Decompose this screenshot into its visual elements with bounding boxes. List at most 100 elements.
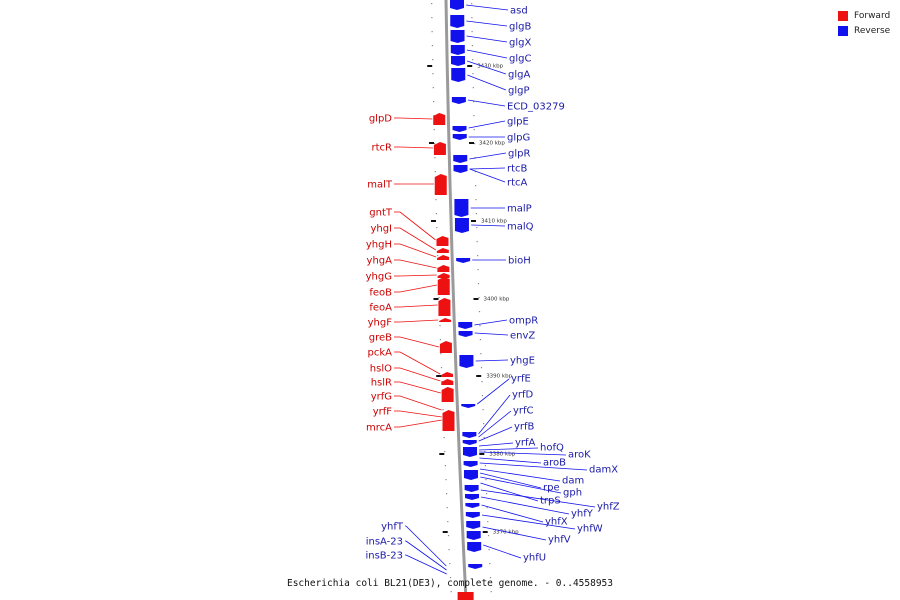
leader-line — [399, 419, 442, 428]
leader-line — [405, 554, 447, 575]
grid-dot — [432, 59, 434, 61]
gene-label-dam: dam — [562, 476, 584, 487]
legend-forward-label: Forward — [854, 10, 891, 21]
legend-reverse: Reverse — [838, 23, 890, 38]
gene-label-insa-23: insA-23 — [366, 537, 403, 548]
grid-dot — [443, 437, 445, 439]
gene-features — [433, 0, 483, 600]
gene-label-glgb: glgB — [509, 22, 531, 33]
grid-dot — [431, 31, 433, 33]
grid-dot — [450, 591, 452, 593]
grid-dot — [446, 507, 448, 509]
reverse-gene-feature — [458, 331, 473, 337]
leader-line — [399, 284, 438, 293]
reverse-gene-feature — [451, 97, 466, 104]
reverse-gene-feature — [450, 45, 465, 55]
gene-label-rtcb: rtcB — [507, 164, 528, 175]
grid-dot — [471, 45, 473, 47]
leader-line — [399, 381, 441, 394]
gene-label-yhfz: yhfZ — [597, 502, 620, 513]
reverse-gene-feature — [450, 0, 464, 10]
reverse-gene-feature — [463, 461, 478, 467]
leader-line — [399, 395, 442, 411]
gene-label-ecd-03279: ECD_03279 — [507, 102, 565, 113]
leader-line — [399, 304, 438, 308]
gene-label-rtcr: rtcR — [372, 143, 393, 154]
leader-line — [405, 525, 447, 567]
grid-dot — [487, 521, 489, 523]
forward-gene-feature — [441, 387, 454, 402]
tick-label: 3390 kbp — [486, 374, 512, 380]
gene-label-hofq: hofQ — [540, 443, 564, 454]
leader-line — [481, 496, 570, 515]
grid-dot — [473, 101, 475, 103]
reverse-gene-feature — [464, 485, 479, 492]
grid-dot — [482, 409, 484, 411]
reverse-gene-feature — [465, 503, 480, 508]
reverse-gene-feature — [450, 30, 465, 43]
reverse-gene-feature — [462, 432, 477, 438]
leader-line — [467, 99, 506, 107]
scale-ticks: 3430 kbp 3420 kbp 3410 kbp 3400 kbp 3390 kbp… — [427, 64, 519, 536]
tick-mark-left — [427, 65, 433, 67]
genome-caption: Escherichia coli BL21(DE3), complete gen… — [286, 578, 613, 589]
leader-line — [466, 4, 509, 11]
grid-dot — [475, 199, 477, 201]
forward-gene-feature — [441, 379, 454, 385]
grid-dot — [473, 129, 475, 131]
leader-line — [399, 319, 439, 323]
reverse-gene-feature — [451, 56, 466, 66]
leader-line — [469, 167, 506, 170]
leader-line — [478, 442, 514, 447]
gene-label-hslo: hslO — [370, 364, 392, 375]
tick-label: 3430 kbp — [477, 64, 503, 70]
gene-label-yhga: yhgA — [367, 256, 393, 267]
grid-dot — [487, 535, 490, 537]
tick-mark-right — [469, 142, 474, 144]
reverse-gene-feature — [456, 258, 471, 263]
grid-dot — [476, 241, 478, 243]
leader-line — [468, 120, 506, 129]
grid-dot — [483, 423, 485, 425]
legend: Forward Reverse — [838, 8, 890, 38]
leader-line — [480, 489, 596, 508]
leader-line — [481, 514, 576, 530]
gene-label-yrfa: yrfA — [515, 438, 536, 449]
leader-line — [399, 367, 441, 382]
tick-label: 3420 kbp — [479, 141, 505, 147]
tick-label: 3380 kbp — [489, 452, 515, 458]
grid-dot — [477, 255, 479, 257]
reverse-swatch — [838, 25, 848, 36]
reverse-gene-feature — [465, 512, 480, 518]
forward-gene-feature — [442, 410, 455, 431]
gene-label-hslr: hslR — [371, 378, 392, 389]
forward-swatch — [838, 10, 848, 21]
grid-dot — [477, 269, 479, 271]
legend-forward: Forward — [838, 8, 890, 23]
grid-dot — [447, 535, 450, 537]
leader-line — [399, 146, 434, 149]
tick-label: 3410 kbp — [481, 219, 507, 225]
gene-label-yhfv: yhfV — [548, 535, 571, 546]
gene-label-ompr: ompR — [509, 316, 538, 327]
grid-dot — [442, 409, 444, 411]
gene-label-arok: aroK — [568, 450, 591, 461]
leader-line — [480, 482, 539, 502]
grid-dot — [439, 325, 441, 327]
reverse-gene-feature — [454, 218, 469, 233]
grid-dot — [472, 59, 474, 61]
gene-label-glgc: glgC — [509, 54, 531, 65]
grid-dot — [474, 143, 476, 145]
leader-line — [399, 243, 437, 258]
leader-line — [477, 378, 510, 405]
gene-label-asd: asd — [510, 6, 528, 17]
gene-label-yrfd: yrfD — [512, 390, 534, 401]
gene-label-yrfc: yrfC — [513, 406, 534, 417]
genome-axis — [444, 0, 468, 600]
gene-label-yhgf: yhgF — [368, 318, 393, 329]
forward-gene-feature — [439, 341, 452, 353]
gene-label-rpe: rpe — [543, 483, 560, 494]
grid-dot — [432, 87, 434, 89]
gene-label-yrfg: yrfG — [371, 392, 392, 403]
grid-dot — [431, 45, 433, 47]
